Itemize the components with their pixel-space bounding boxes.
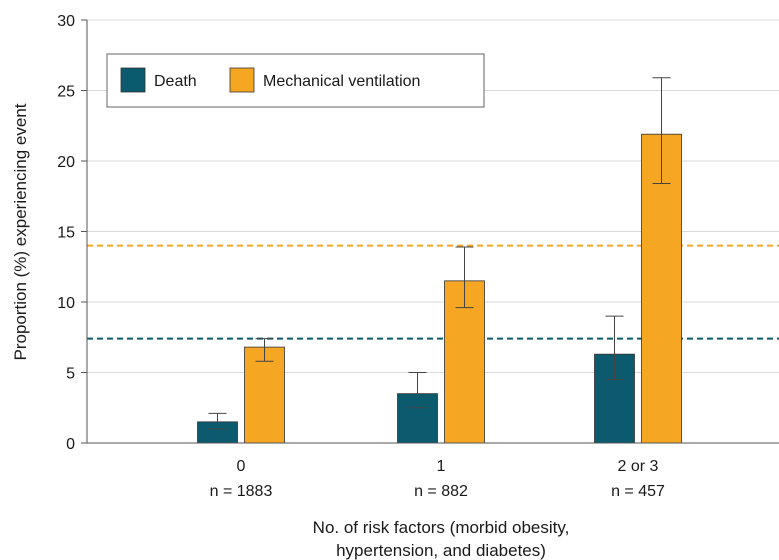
y-tick-label: 30 bbox=[57, 13, 75, 30]
legend-swatch-mechanical-ventilation bbox=[229, 67, 255, 93]
error-bars bbox=[208, 77, 671, 430]
x-axis-title-line-1: No. of risk factors (morbid obesity, bbox=[313, 518, 570, 537]
legend-label-mechanical-ventilation: Mechanical ventilation bbox=[263, 73, 420, 90]
legend: Death Mechanical ventilation bbox=[106, 53, 485, 108]
y-tick-label: 10 bbox=[57, 295, 75, 312]
y-tick-label: 0 bbox=[66, 436, 75, 453]
category-sample-size: n = 1883 bbox=[210, 483, 273, 500]
x-tick-label: 0 bbox=[237, 458, 246, 475]
bars bbox=[197, 133, 682, 444]
y-axis-title: Proportion (%) experiencing event bbox=[11, 103, 30, 360]
reference-lines bbox=[87, 244, 779, 340]
legend-box bbox=[106, 53, 485, 108]
y-tick-label: 25 bbox=[57, 84, 75, 101]
x-tick-labels: 0 n = 1883 1 n = 882 2 or 3 n = 457 bbox=[210, 458, 665, 500]
bar-mechanical-ventilation bbox=[641, 133, 682, 444]
x-tick-label: 1 bbox=[437, 458, 446, 475]
category-sample-size: n = 882 bbox=[414, 483, 468, 500]
legend-label-death: Death bbox=[154, 73, 197, 90]
legend-swatch-death bbox=[120, 67, 146, 93]
y-tick-label: 5 bbox=[66, 366, 75, 383]
bar-mechanical-ventilation bbox=[244, 346, 285, 444]
y-tick-label: 20 bbox=[57, 154, 75, 171]
x-tick-label: 2 or 3 bbox=[618, 458, 659, 475]
y-tick-labels: 0 5 10 15 20 25 30 bbox=[57, 13, 87, 453]
y-tick-label: 15 bbox=[57, 225, 75, 242]
category-sample-size: n = 457 bbox=[611, 483, 665, 500]
x-axis-title-line-2: hypertension, and diabetes) bbox=[336, 541, 546, 560]
